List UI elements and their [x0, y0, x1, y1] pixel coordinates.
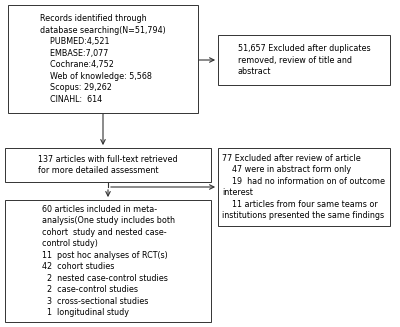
FancyBboxPatch shape: [8, 5, 198, 113]
Text: 137 articles with full-text retrieved
for more detailed assessment: 137 articles with full-text retrieved fo…: [38, 155, 178, 175]
FancyBboxPatch shape: [218, 148, 390, 226]
FancyBboxPatch shape: [5, 148, 211, 182]
Text: Records identified through
database searching(N=51,794)
    PUBMED:4,521
    EMB: Records identified through database sear…: [40, 14, 166, 104]
FancyBboxPatch shape: [218, 35, 390, 85]
Text: 51,657 Excluded after duplicates
removed, review of title and
abstract: 51,657 Excluded after duplicates removed…: [238, 44, 370, 76]
Text: 60 articles included in meta-
analysis(One study includes both
cohort  study and: 60 articles included in meta- analysis(O…: [42, 205, 174, 317]
Text: 77 Excluded after review of article
    47 were in abstract form only
    19  ha: 77 Excluded after review of article 47 w…: [222, 154, 386, 220]
FancyBboxPatch shape: [5, 200, 211, 322]
